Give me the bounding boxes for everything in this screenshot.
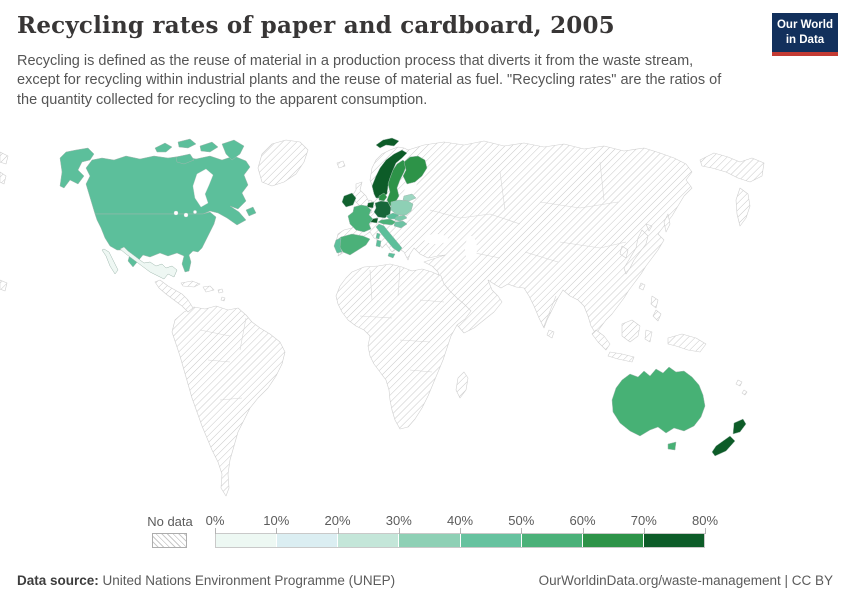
region-nodata-kamchatka[interactable]: [735, 187, 751, 227]
legend-tick-mark: [643, 528, 645, 534]
black-sea: [424, 234, 448, 244]
country-tasmania[interactable]: [667, 441, 677, 451]
region-nodata-cuba[interactable]: [180, 280, 201, 288]
region-nodata-madagascar[interactable]: [455, 371, 469, 399]
legend-bucket-2[interactable]: [338, 534, 400, 547]
legend-bucket-4[interactable]: [460, 534, 522, 547]
country-italy[interactable]: [375, 223, 403, 259]
country-poland[interactable]: [390, 199, 414, 216]
legend-tick-label-60%: 60%: [569, 513, 596, 528]
region-nodata-left-edge[interactable]: [0, 151, 9, 292]
region-nodata-hispaniola[interactable]: [202, 285, 215, 293]
region-nodata-new-guinea[interactable]: [667, 333, 707, 353]
region-nodata-indonesia[interactable]: [591, 319, 653, 363]
world-map-svg: [0, 137, 765, 497]
legend-bucket-0[interactable]: [216, 534, 278, 547]
region-nodata-chukotka[interactable]: [699, 152, 765, 183]
country-hungary[interactable]: [393, 220, 408, 229]
region-nodata-sakhalin[interactable]: [663, 213, 671, 233]
region-nodata-antilles[interactable]: [217, 288, 226, 302]
region-nodata-pacific-islands[interactable]: [735, 379, 748, 396]
legend-tick-mark: [460, 528, 461, 534]
country-mexico[interactable]: [101, 246, 178, 280]
legend-tick-label-20%: 20%: [324, 513, 351, 528]
country-denmark[interactable]: [378, 192, 388, 202]
legend-tick-mark: [215, 528, 216, 534]
country-svalbard[interactable]: [375, 137, 400, 149]
license-line[interactable]: OurWorldinData.org/waste-management | CC…: [538, 573, 833, 588]
region-nodata-greenland[interactable]: [257, 139, 309, 187]
legend-bucket-7[interactable]: [643, 534, 704, 547]
data-source-label: Data source:: [17, 573, 99, 588]
owid-logo-line1: Our World: [776, 19, 833, 32]
country-canada-islands[interactable]: [154, 138, 257, 217]
owid-logo-line2: in Data: [785, 33, 825, 46]
country-usa-alaska[interactable]: [59, 147, 95, 189]
country-netherlands[interactable]: [366, 201, 375, 209]
legend-no-data-label: No data: [147, 514, 193, 529]
caspian-sea: [465, 236, 477, 262]
owid-logo-accent: [772, 52, 838, 56]
nodata-internal-borders: [199, 161, 627, 401]
great-lake-1: [173, 210, 179, 216]
region-nodata-taiwan[interactable]: [638, 282, 646, 291]
data-source-text: United Nations Environment Programme (UN…: [98, 573, 396, 588]
legend-bucket-5[interactable]: [521, 534, 583, 547]
region-nodata-korea[interactable]: [619, 245, 629, 259]
chart-subtitle: Recycling is defined as the reuse of mat…: [17, 53, 722, 108]
region-nodata-south-america[interactable]: [171, 305, 286, 497]
legend-tick-mark: [521, 528, 523, 534]
lakes: [173, 168, 214, 218]
legend-tick-label-0%: 0%: [205, 513, 225, 528]
legend-tick-mark: [398, 528, 400, 534]
hudson-bay: [192, 168, 214, 208]
island-nodata-dot[interactable]: [336, 160, 346, 169]
legend-tick-mark: [582, 528, 584, 534]
great-lake-3: [193, 210, 197, 214]
legend-color-bar[interactable]: [215, 533, 705, 548]
legend-bucket-3[interactable]: [399, 534, 461, 547]
region-nodata-japan[interactable]: [623, 223, 653, 275]
region-nodata-central-america[interactable]: [154, 279, 194, 313]
legend-tick-label-40%: 40%: [446, 513, 474, 528]
legend-tick-label-70%: 70%: [630, 513, 657, 528]
country-portugal[interactable]: [333, 237, 343, 254]
legend-tick-label-10%: 10%: [263, 513, 290, 528]
legend-tick-label-30%: 30%: [385, 513, 412, 528]
legend-tick-label-50%: 50%: [508, 513, 535, 528]
legend-tick-mark: [705, 528, 706, 534]
country-ireland[interactable]: [341, 192, 357, 208]
country-new-zealand[interactable]: [711, 418, 747, 457]
country-sweden[interactable]: [386, 159, 408, 207]
legend-no-data-swatch[interactable]: [152, 533, 187, 548]
country-france[interactable]: [347, 204, 374, 233]
owid-logo-box: Our World in Data: [772, 13, 838, 52]
region-nodata-srilanka[interactable]: [546, 329, 555, 339]
owid-logo[interactable]: Our World in Data: [772, 13, 838, 56]
great-lake-2: [183, 212, 189, 218]
country-slovakia[interactable]: [394, 214, 408, 222]
country-finland[interactable]: [402, 155, 428, 185]
country-austria[interactable]: [377, 218, 397, 226]
world-map: [0, 115, 850, 515]
country-usa[interactable]: [94, 211, 217, 273]
data-source-line: Data source: United Nations Environment …: [17, 573, 395, 588]
page-title: Recycling rates of paper and cardboard, …: [17, 12, 615, 39]
legend-bucket-6[interactable]: [582, 534, 644, 547]
country-australia[interactable]: [611, 366, 706, 437]
country-lithuania[interactable]: [402, 193, 417, 202]
legend-tick-label-80%: 80%: [691, 513, 719, 528]
legend-tick-mark: [276, 528, 278, 534]
region-nodata-africa[interactable]: [335, 263, 472, 430]
legend-bucket-1[interactable]: [277, 534, 339, 547]
region-nodata-philippines[interactable]: [650, 295, 662, 322]
legend-tick-mark: [337, 528, 339, 534]
